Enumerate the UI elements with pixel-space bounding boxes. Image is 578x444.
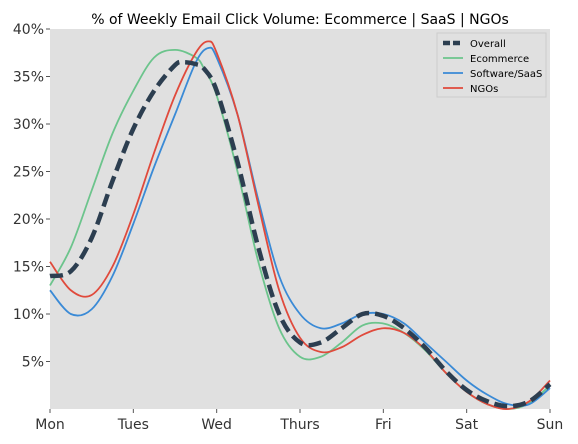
series-line-overall [49,59,552,409]
x-tick-label: Sat [455,417,478,433]
x-tick-label: Thurs [279,417,319,433]
series-line-software-saas [49,46,551,407]
y-tick-label: 5% [22,355,44,371]
legend-label-ecommerce: Ecommerce [470,54,529,65]
chart-title: % of Weekly Email Click Volume: Ecommerc… [91,12,509,28]
x-tick-label: Wed [201,417,232,433]
y-tick-label: 30% [13,117,44,133]
legend: Overall Ecommerce Software/SaaS NGOs [436,32,547,98]
x-axis: Mon Tues Wed Thurs Fri Sat Sun [35,409,563,433]
y-tick-label: 10% [13,307,44,323]
x-tick-label: Sun [537,417,564,433]
y-tick-label: 20% [13,212,44,228]
y-axis: 5% 10% 15% 20% 25% 30% 35% 40% [13,22,50,371]
y-tick-label: 15% [13,260,44,276]
series-layer [49,40,552,410]
legend-label-overall: Overall [470,39,506,50]
x-tick-label: Tues [117,417,149,433]
x-tick-label: Fri [375,417,392,433]
legend-label-ngos: NGOs [470,84,498,95]
y-tick-label: 35% [13,70,44,86]
y-tick-label: 40% [13,22,44,38]
y-tick-label: 25% [13,165,44,181]
x-tick-label: Mon [35,417,65,433]
legend-label-software-saas: Software/SaaS [470,69,542,80]
